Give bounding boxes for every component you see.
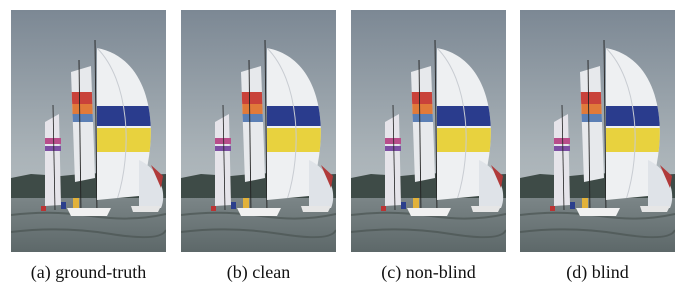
panel-image <box>351 10 511 252</box>
figure-svg: (a) ground-truth (b) clean (c) non-blind (d… <box>0 0 685 291</box>
panel-image <box>181 10 341 252</box>
panel-caption: (a) ground-truth <box>31 262 146 283</box>
panels: (a) ground-truth (b) clean (c) non-blind (d… <box>11 10 680 283</box>
panel-caption: (c) non-blind <box>381 262 475 283</box>
panel-caption: (b) clean <box>227 262 290 283</box>
figure: (a) ground-truth (b) clean (c) non-blind (d… <box>0 0 685 291</box>
panel-image <box>11 10 171 252</box>
panel-caption: (d) blind <box>566 262 629 283</box>
panel-image <box>520 10 680 252</box>
